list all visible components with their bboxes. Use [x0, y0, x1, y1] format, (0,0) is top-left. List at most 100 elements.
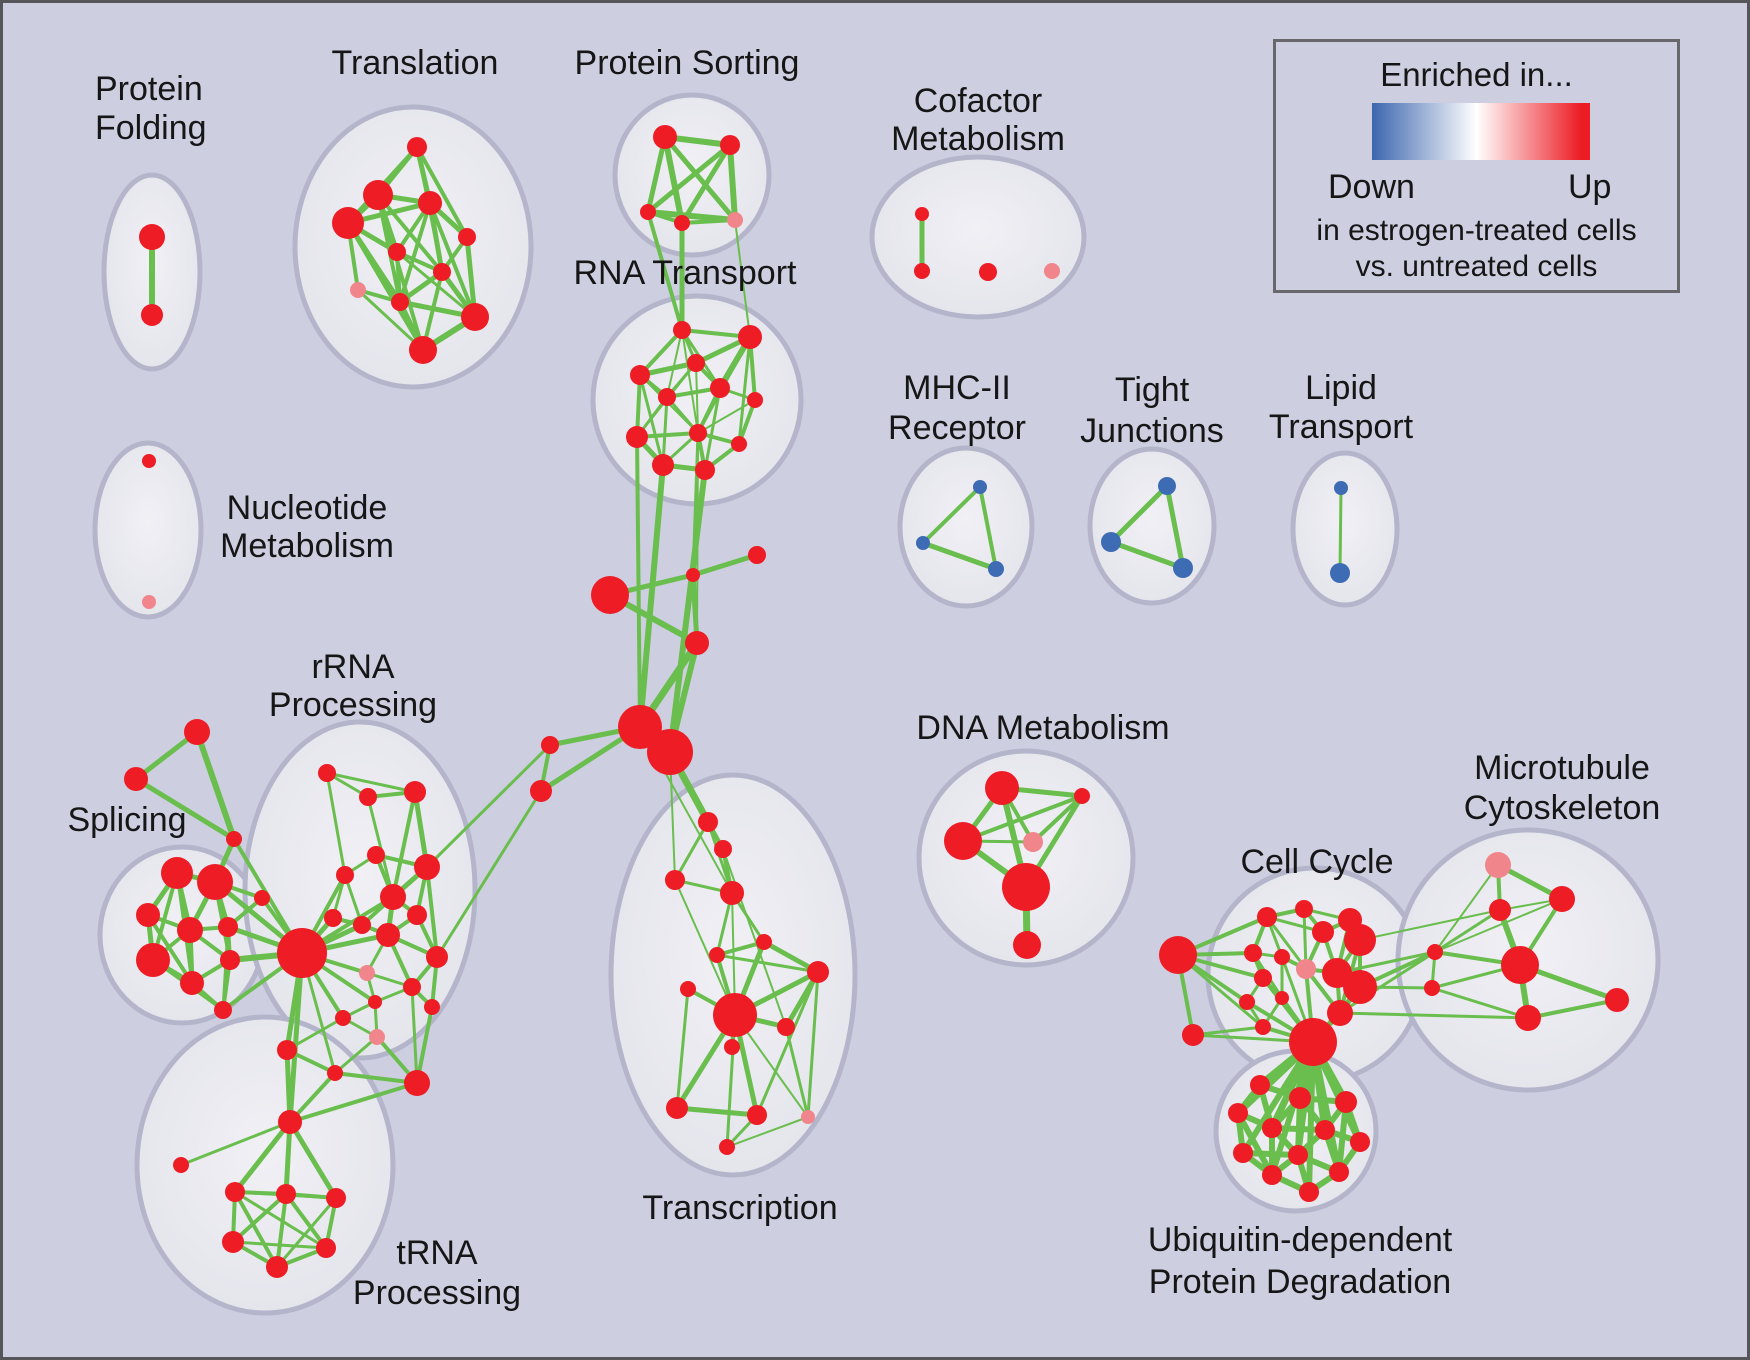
inter-cluster-edge [646, 210, 684, 332]
edge-mhc-ii-receptor [920, 540, 999, 572]
edge-transcription [755, 970, 820, 1117]
gene-set-node-rna-hub-chain [685, 631, 709, 655]
gene-set-node-splicing [214, 1001, 232, 1019]
edge-transcription [674, 879, 736, 1016]
gene-set-node-rna-transport [630, 365, 650, 385]
gene-set-node-transcription [666, 1097, 688, 1119]
gene-set-node-trna-processing [276, 1184, 296, 1204]
gene-set-node-cofactor-metabolism [914, 263, 930, 279]
legend-down-label: Down [1328, 168, 1415, 206]
edge-transcription [673, 820, 710, 882]
edge-rna-transport [703, 386, 722, 472]
cluster-label-translation: Translation [332, 44, 499, 82]
edge-translation [376, 193, 425, 352]
edge-tight-junctions [1164, 483, 1186, 571]
edge-trna-processing [179, 1120, 292, 1167]
gene-set-node-rrna-processing [407, 905, 427, 925]
edge-rna-transport [681, 329, 699, 434]
edge-microtubule-cytoskeleton [1434, 864, 1499, 953]
gene-set-node-splicing [197, 864, 233, 900]
gene-set-node-cell-cycle [1344, 924, 1376, 956]
edge-rna-transport [661, 395, 669, 467]
gene-set-node-rrna-processing [367, 846, 385, 864]
gene-set-node-cell-cycle [1255, 1019, 1271, 1035]
gene-set-node-microtubule-cytoskeleton [1549, 886, 1575, 912]
cluster-label-splicing: Splicing [67, 801, 186, 839]
gene-set-node-cell-cycle [1275, 991, 1289, 1005]
gene-set-node-translation [458, 228, 476, 246]
legend-title: Enriched in... [1380, 56, 1573, 93]
gene-set-node-ubiquitin-degradation [1250, 1075, 1270, 1095]
gene-set-node-translation [407, 137, 427, 157]
gene-set-node-cell-cycle [1239, 994, 1255, 1010]
gene-set-node-dna-metabolism [1013, 931, 1041, 959]
edge-rrna-processing [325, 771, 347, 877]
gene-set-node-cell-cycle [1295, 900, 1313, 918]
inter-cluster-edge [1306, 1039, 1316, 1195]
gene-set-node-protein-folding [139, 224, 165, 250]
gene-set-node-mhc-ii-receptor [988, 561, 1004, 577]
inter-cluster-edge [635, 435, 642, 729]
edge-translation [346, 221, 425, 352]
edge-rna-hub-chain [690, 552, 760, 578]
gene-set-node-transcription [714, 840, 732, 858]
gene-set-node-rrna-processing [359, 788, 377, 806]
inter-cluster-edge [1338, 1011, 1530, 1020]
legend-box: Enriched in... Down Up in estrogen-treat… [1273, 39, 1680, 293]
gene-set-node-rrna-processing [324, 909, 342, 927]
inter-cluster-edge [1359, 909, 1501, 941]
gene-set-node-transcription [756, 934, 772, 950]
gene-set-node-microtubule-cytoskeleton [1424, 980, 1440, 996]
gene-set-node-splicing-satellite [124, 767, 148, 791]
edge-mhc-ii-receptor [921, 485, 982, 545]
edge-trna-processing [231, 1240, 328, 1250]
edge-rrna-processing [391, 790, 417, 899]
edge-trna-processing [232, 1119, 293, 1195]
cluster-label-rrna-processing: rRNA [311, 648, 394, 686]
legend-caption-line2: vs. untreated cells [1355, 250, 1598, 283]
gene-set-node-dna-metabolism [1074, 788, 1090, 804]
gene-set-node-rrna-processing [318, 764, 336, 782]
edge-translation [356, 288, 425, 352]
cluster-label-ubiquitin-degradation: Protein Degradation [1149, 1263, 1451, 1301]
legend-gradient-bar [1372, 103, 1590, 160]
gene-set-node-trna-processing [222, 1231, 244, 1253]
edge-trna-processing [287, 1119, 339, 1201]
cluster-ellipse-tight-junctions [1087, 446, 1217, 606]
edge-rrna-processing [333, 1071, 419, 1085]
gene-set-node-microtubule-cytoskeleton [1427, 944, 1443, 960]
edge-cell-cycle [1302, 907, 1308, 971]
gene-set-node-transcription [680, 981, 696, 997]
cluster-ellipse-lipid-transport [1290, 450, 1400, 608]
gene-set-node-splicing [220, 950, 240, 970]
gene-set-node-transcription [747, 1105, 767, 1125]
gene-set-node-ubiquitin-degradation [1299, 1182, 1319, 1202]
edge-splicing-satellite [133, 776, 237, 842]
gene-set-node-ubiquitin-degradation [1262, 1165, 1282, 1185]
gene-set-node-ubiquitin-degradation [1262, 1118, 1282, 1138]
edge-microtubule-cytoskeleton [1434, 898, 1563, 953]
edge-trna-processing [275, 1196, 338, 1269]
edge-microtubule-cytoskeleton [1430, 986, 1530, 1020]
inter-cluster-edge [637, 462, 666, 730]
gene-set-node-rna-transport [673, 321, 691, 339]
gene-set-node-translation [433, 263, 451, 281]
gene-set-node-rna-transport [687, 354, 705, 372]
gene-set-node-rrna-processing [380, 884, 406, 910]
cluster-label-nucleotide-metabolism: Metabolism [220, 527, 394, 565]
gene-set-node-rna-hub-chain [618, 705, 662, 749]
cluster-label-tight-junctions: Junctions [1080, 412, 1224, 450]
gene-set-node-translation [418, 191, 442, 215]
gene-set-node-splicing [136, 903, 160, 927]
gene-set-node-rrna-processing [327, 1065, 343, 1081]
legend-up-label: Up [1568, 168, 1612, 206]
gene-set-node-translation [363, 180, 393, 210]
inter-cluster-edge [288, 1081, 419, 1124]
edge-rrna-processing [333, 1035, 379, 1075]
edge-protein-sorting [645, 142, 733, 215]
gene-set-node-microtubule-cytoskeleton [1515, 1005, 1541, 1031]
gene-set-node-cell-cycle [1296, 959, 1316, 979]
edge-cell-cycle [1265, 915, 1308, 971]
cluster-label-microtubule-cytoskeleton: Microtubule [1474, 749, 1650, 787]
edge-transcription [675, 987, 690, 1110]
